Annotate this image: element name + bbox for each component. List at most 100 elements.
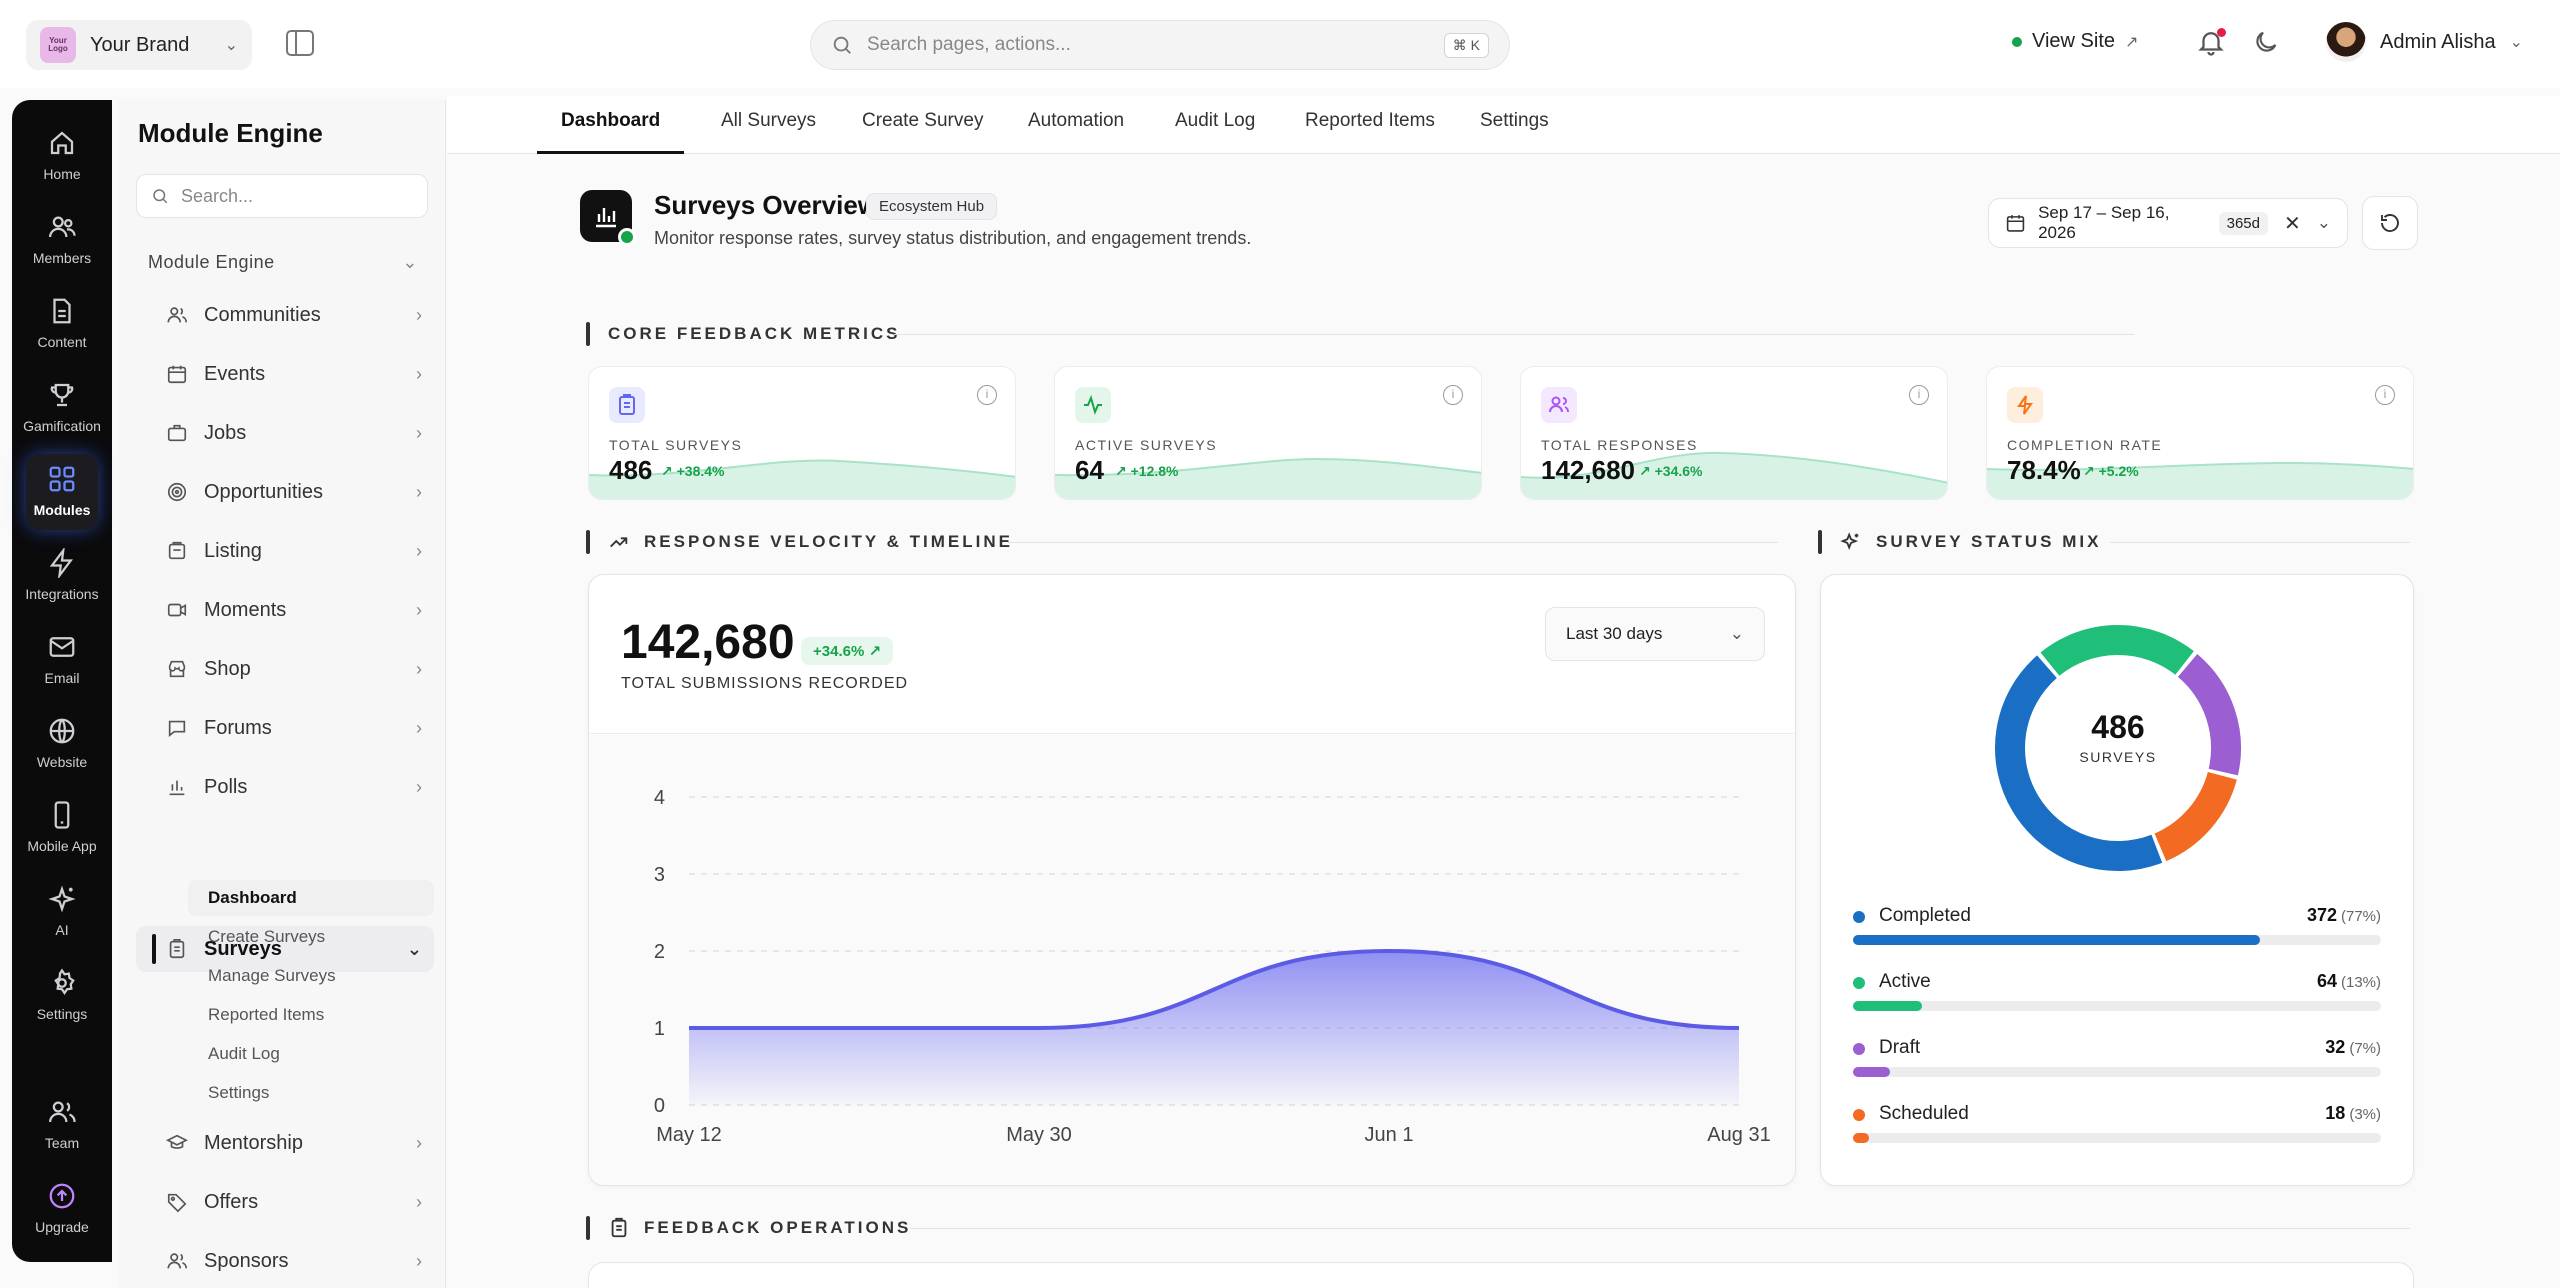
tab-reported-items[interactable]: Reported Items: [1305, 110, 1435, 131]
clipboard-icon: [611, 1217, 627, 1238]
sidebar-item-listing[interactable]: Listing ›: [136, 528, 434, 574]
chevron-right-icon: ›: [416, 717, 422, 738]
rail-gamification[interactable]: Gamification: [12, 366, 112, 446]
chevron-right-icon: ›: [416, 1191, 422, 1212]
notifications-bell-icon[interactable]: [2196, 26, 2226, 60]
legend-dot: [1853, 977, 1865, 989]
sub-item-settings[interactable]: Settings: [208, 1083, 270, 1102]
donut-slice-active[interactable]: [2040, 625, 2194, 677]
page-subtitle: Monitor response rates, survey status di…: [654, 228, 1252, 248]
rail-team[interactable]: Team: [12, 1083, 112, 1163]
rail-website[interactable]: Website: [12, 702, 112, 782]
tab-automation[interactable]: Automation: [1028, 110, 1125, 131]
tab-all-surveys[interactable]: All Surveys: [721, 110, 817, 131]
sidebar-toggle-icon[interactable]: [286, 30, 314, 56]
sidebar-item-opportunities[interactable]: Opportunities ›: [136, 469, 434, 515]
chevron-down-icon: ⌄: [402, 252, 418, 272]
legend-dot: [1853, 1043, 1865, 1055]
sub-item-reported-items[interactable]: Reported Items: [208, 1005, 325, 1024]
sidebar-item-label: Polls: [204, 775, 248, 798]
kpi-card-total-surveys[interactable]: i TOTAL SURVEYS 486 ↗ +38.4%: [588, 366, 1016, 500]
sub-item-dashboard[interactable]: Dashboard: [188, 880, 434, 916]
info-icon[interactable]: i: [1443, 385, 1463, 405]
view-site-link[interactable]: View Site ↗: [2012, 30, 2138, 53]
kpi-delta: ↗ +5.2%: [2083, 463, 2139, 479]
info-icon[interactable]: i: [2375, 385, 2395, 405]
sidebar-item-moments[interactable]: Moments ›: [136, 587, 434, 633]
area-chart: 0 1 2 3 4 May 12 May 30 Jun 1 Aug 31: [654, 787, 1771, 1146]
gear-icon: [54, 968, 75, 996]
module-section-header[interactable]: Module Engine ⌄: [148, 252, 418, 273]
tab-audit-log[interactable]: Audit Log: [1175, 110, 1256, 131]
sub-item-manage-surveys[interactable]: Manage Surveys: [208, 966, 336, 985]
tab-create-survey[interactable]: Create Survey: [862, 110, 984, 131]
sub-item-audit-log[interactable]: Audit Log: [208, 1044, 280, 1063]
brand-switcher[interactable]: Your Logo Your Brand ⌄: [26, 20, 252, 70]
video-icon: [167, 603, 187, 617]
sidebar-item-forums[interactable]: Forums ›: [136, 705, 434, 751]
sidebar-item-events[interactable]: Events ›: [136, 351, 434, 397]
period-select[interactable]: Last 30 days ⌄: [1545, 607, 1765, 661]
rail-label: Email: [44, 670, 80, 686]
legend-value: 64 (13%): [2317, 971, 2381, 992]
global-search[interactable]: ⌘ K: [810, 20, 1510, 70]
module-search[interactable]: [136, 174, 428, 218]
tab-settings[interactable]: Settings: [1480, 110, 1549, 131]
module-search-input[interactable]: [181, 185, 413, 207]
chevron-down-icon[interactable]: ⌄: [2316, 213, 2331, 232]
search-icon: [833, 36, 851, 54]
donut-slice-completed[interactable]: [1995, 655, 2163, 871]
sidebar-item-mentorship[interactable]: Mentorship ›: [136, 1120, 434, 1166]
legend-row-completed: Completed 372 (77%): [1853, 903, 2381, 959]
search-icon: [153, 189, 168, 204]
section-divider: [1008, 542, 1778, 543]
refresh-button[interactable]: [2362, 196, 2418, 250]
tab-dashboard[interactable]: Dashboard: [537, 110, 685, 154]
search-input[interactable]: [867, 34, 1444, 56]
rail-settings[interactable]: Settings: [12, 954, 112, 1034]
chevron-right-icon: ›: [416, 304, 422, 325]
kpi-card-completion-rate[interactable]: i COMPLETION RATE 78.4% ↗ +5.2%: [1986, 366, 2414, 500]
donut-slice-draft[interactable]: [2177, 653, 2241, 776]
info-icon[interactable]: i: [1909, 385, 1929, 405]
sidebar-item-jobs[interactable]: Jobs ›: [136, 410, 434, 456]
rail-email[interactable]: Email: [12, 618, 112, 698]
rail-mobile-app[interactable]: Mobile App: [12, 786, 112, 866]
legend-name: Scheduled: [1879, 1103, 1969, 1124]
kpi-value: 64: [1075, 455, 1104, 485]
chevron-right-icon: ›: [416, 776, 422, 797]
dark-mode-moon-icon[interactable]: [2252, 28, 2280, 58]
sidebar-item-offers[interactable]: Offers ›: [136, 1179, 434, 1225]
sidebar-item-shop[interactable]: Shop ›: [136, 646, 434, 692]
series-line: [688, 948, 1740, 1030]
sidebar-item-sponsors[interactable]: Sponsors ›: [136, 1238, 434, 1284]
rail-upgrade[interactable]: Upgrade: [12, 1167, 112, 1247]
rail-label: Team: [44, 1135, 80, 1151]
info-icon[interactable]: i: [977, 385, 997, 405]
kpi-card-active-surveys[interactable]: i ACTIVE SURVEYS 64 ↗ +12.8%: [1054, 366, 1482, 500]
rail-home[interactable]: Home: [12, 114, 112, 194]
kpi-card-total-responses[interactable]: i TOTAL RESPONSES 142,680 ↗ +34.6%: [1520, 366, 1948, 500]
section-divider: [2110, 542, 2410, 543]
legend-pct: (3%): [2349, 1106, 2381, 1123]
sidebar-item-label: Events: [204, 362, 266, 385]
velocity-card: 142,680 +34.6% ↗ TOTAL SUBMISSIONS RECOR…: [588, 574, 1796, 1186]
date-range-picker[interactable]: Sep 17 – Sep 16, 2026 365d ✕ ⌄: [1988, 198, 2348, 248]
legend-row-active: Active 64 (13%): [1853, 969, 2381, 1025]
rail-content[interactable]: Content: [12, 282, 112, 362]
clear-date-icon[interactable]: ✕: [2283, 212, 2301, 235]
donut-slice-scheduled[interactable]: [2154, 771, 2237, 862]
rail-integrations[interactable]: Integrations: [12, 534, 112, 614]
rail-ai[interactable]: AI: [12, 870, 112, 950]
rail-members[interactable]: Members: [12, 198, 112, 278]
date-range-value: Sep 17 – Sep 16, 2026: [2038, 203, 2170, 242]
rail-modules[interactable]: Modules: [12, 450, 112, 530]
sidebar-item-surveys[interactable]: Surveys ⌄: [136, 926, 434, 972]
tab-bar: Dashboard All Surveys Create Survey Auto…: [447, 96, 2560, 154]
user-menu[interactable]: Admin Alisha ⌄: [2326, 22, 2523, 62]
brand-name: Your Brand: [90, 33, 190, 56]
sidebar-item-polls[interactable]: Polls ›: [136, 764, 434, 810]
sidebar-item-label: Mentorship: [204, 1131, 303, 1154]
sidebar-item-communities[interactable]: Communities ›: [136, 292, 434, 338]
sub-item-create-surveys[interactable]: Create Surveys: [208, 927, 326, 946]
